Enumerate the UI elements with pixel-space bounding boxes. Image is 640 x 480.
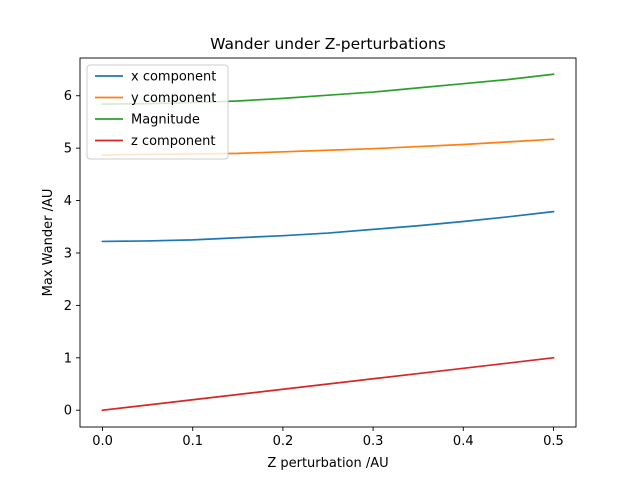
y-axis-label: Max Wander /AU [41, 189, 56, 297]
x-tick-label: 0.3 [363, 434, 384, 449]
legend-label-3: z component [131, 134, 216, 149]
legend-label-1: y component [131, 91, 216, 106]
legend-box [86, 64, 229, 160]
axes-layer: 0.0 0.1 0.2 0.3 0.4 0.5 0 1 2 3 4 5 6 [64, 57, 577, 449]
x-tick-label: 0.0 [92, 434, 113, 449]
y-tick-label: 6 [64, 89, 72, 104]
y-tick-label: 1 [64, 351, 72, 366]
legend-label-2: Magnitude [131, 113, 200, 128]
chart-title: Wander under Z-perturbations [210, 35, 446, 53]
legend-label-0: x component [131, 70, 216, 85]
y-tick-label: 5 [64, 142, 72, 157]
y-tick-label: 2 [64, 299, 72, 314]
y-tick-label: 0 [64, 404, 72, 419]
x-tick-label: 0.4 [453, 434, 474, 449]
x-tick-label: 0.1 [182, 434, 203, 449]
series-line-0 [101, 210, 555, 243]
plot-frame [79, 57, 577, 428]
y-tick-label: 4 [64, 194, 72, 209]
series-line-3 [101, 356, 555, 412]
x-tick-label: 0.5 [543, 434, 564, 449]
x-axis-label: Z perturbation /AU [267, 456, 388, 471]
x-tick-label: 0.2 [273, 434, 294, 449]
legend: x component y component Magnitude z compone… [86, 64, 229, 160]
y-tick-label: 3 [64, 246, 72, 261]
